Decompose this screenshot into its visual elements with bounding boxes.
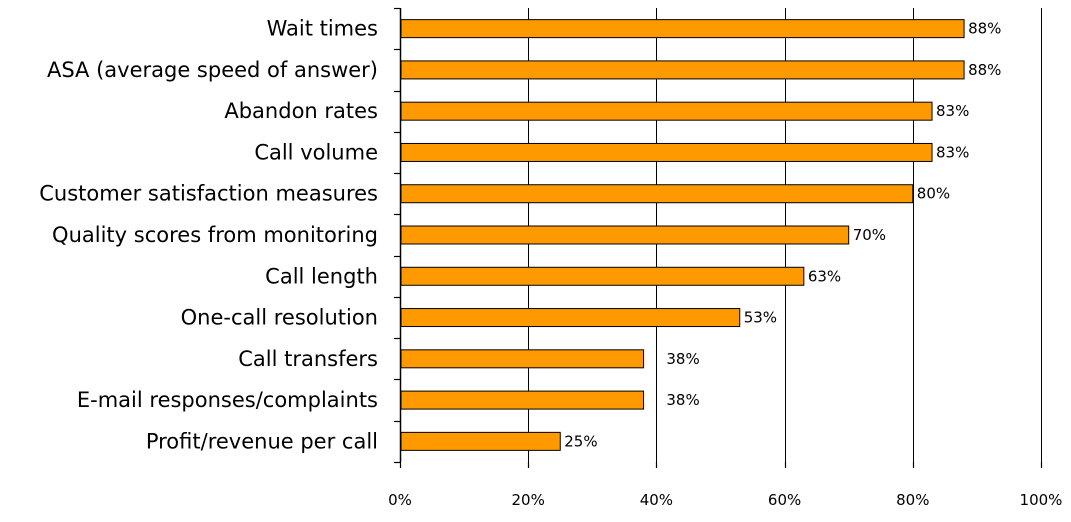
bar-9	[400, 390, 645, 410]
bar-7	[400, 308, 741, 328]
category-label: Abandon rates	[224, 99, 378, 123]
data-label: 70%	[853, 226, 886, 244]
category-labels: Wait times ASA (average speed of answer) A…	[39, 17, 378, 454]
data-label: 88%	[968, 20, 1001, 38]
data-label: 25%	[564, 432, 597, 450]
bar-5	[400, 225, 850, 245]
x-tick-label: 60%	[768, 491, 801, 509]
category-label: ASA (average speed of answer)	[47, 58, 378, 82]
x-tick-label: 0%	[388, 491, 412, 509]
category-label: Quality scores from monitoring	[52, 223, 378, 247]
category-label: Wait times	[267, 17, 378, 41]
bar-2	[400, 101, 933, 121]
category-label: Call volume	[254, 140, 378, 164]
bar-6	[400, 266, 805, 286]
y-axis	[394, 7, 1043, 468]
category-label: E-mail responses/complaints	[77, 388, 378, 412]
bar-3	[400, 142, 933, 162]
x-tick-label: 40%	[640, 491, 673, 509]
data-label: 53%	[744, 309, 777, 327]
data-labels: 88% 88% 83% 83% 80% 70% 63% 53% 38% 38% 25%	[564, 20, 1001, 451]
category-label: Call transfers	[238, 347, 378, 371]
category-label: Customer satisfaction measures	[39, 182, 378, 206]
bar-4	[400, 184, 914, 204]
data-label: 80%	[917, 185, 950, 203]
data-label: 38%	[666, 391, 699, 409]
bars	[400, 19, 965, 451]
data-label: 88%	[968, 61, 1001, 79]
bar-0	[400, 19, 965, 39]
x-tick-label: 80%	[896, 491, 929, 509]
category-label: Call length	[265, 264, 378, 288]
data-label: 83%	[936, 102, 969, 120]
data-label: 83%	[936, 143, 969, 161]
data-label: 63%	[808, 267, 841, 285]
x-tick-label: 100%	[1020, 491, 1063, 509]
bar-8	[400, 349, 645, 369]
bar-10	[400, 431, 561, 451]
category-label: One-call resolution	[181, 306, 378, 330]
x-tick-label: 20%	[512, 491, 545, 509]
data-label: 38%	[666, 350, 699, 368]
x-tick-labels: 0% 20% 40% 60% 80% 100%	[388, 491, 1062, 509]
bar-1	[400, 60, 965, 80]
category-label: Profit/revenue per call	[146, 429, 378, 453]
